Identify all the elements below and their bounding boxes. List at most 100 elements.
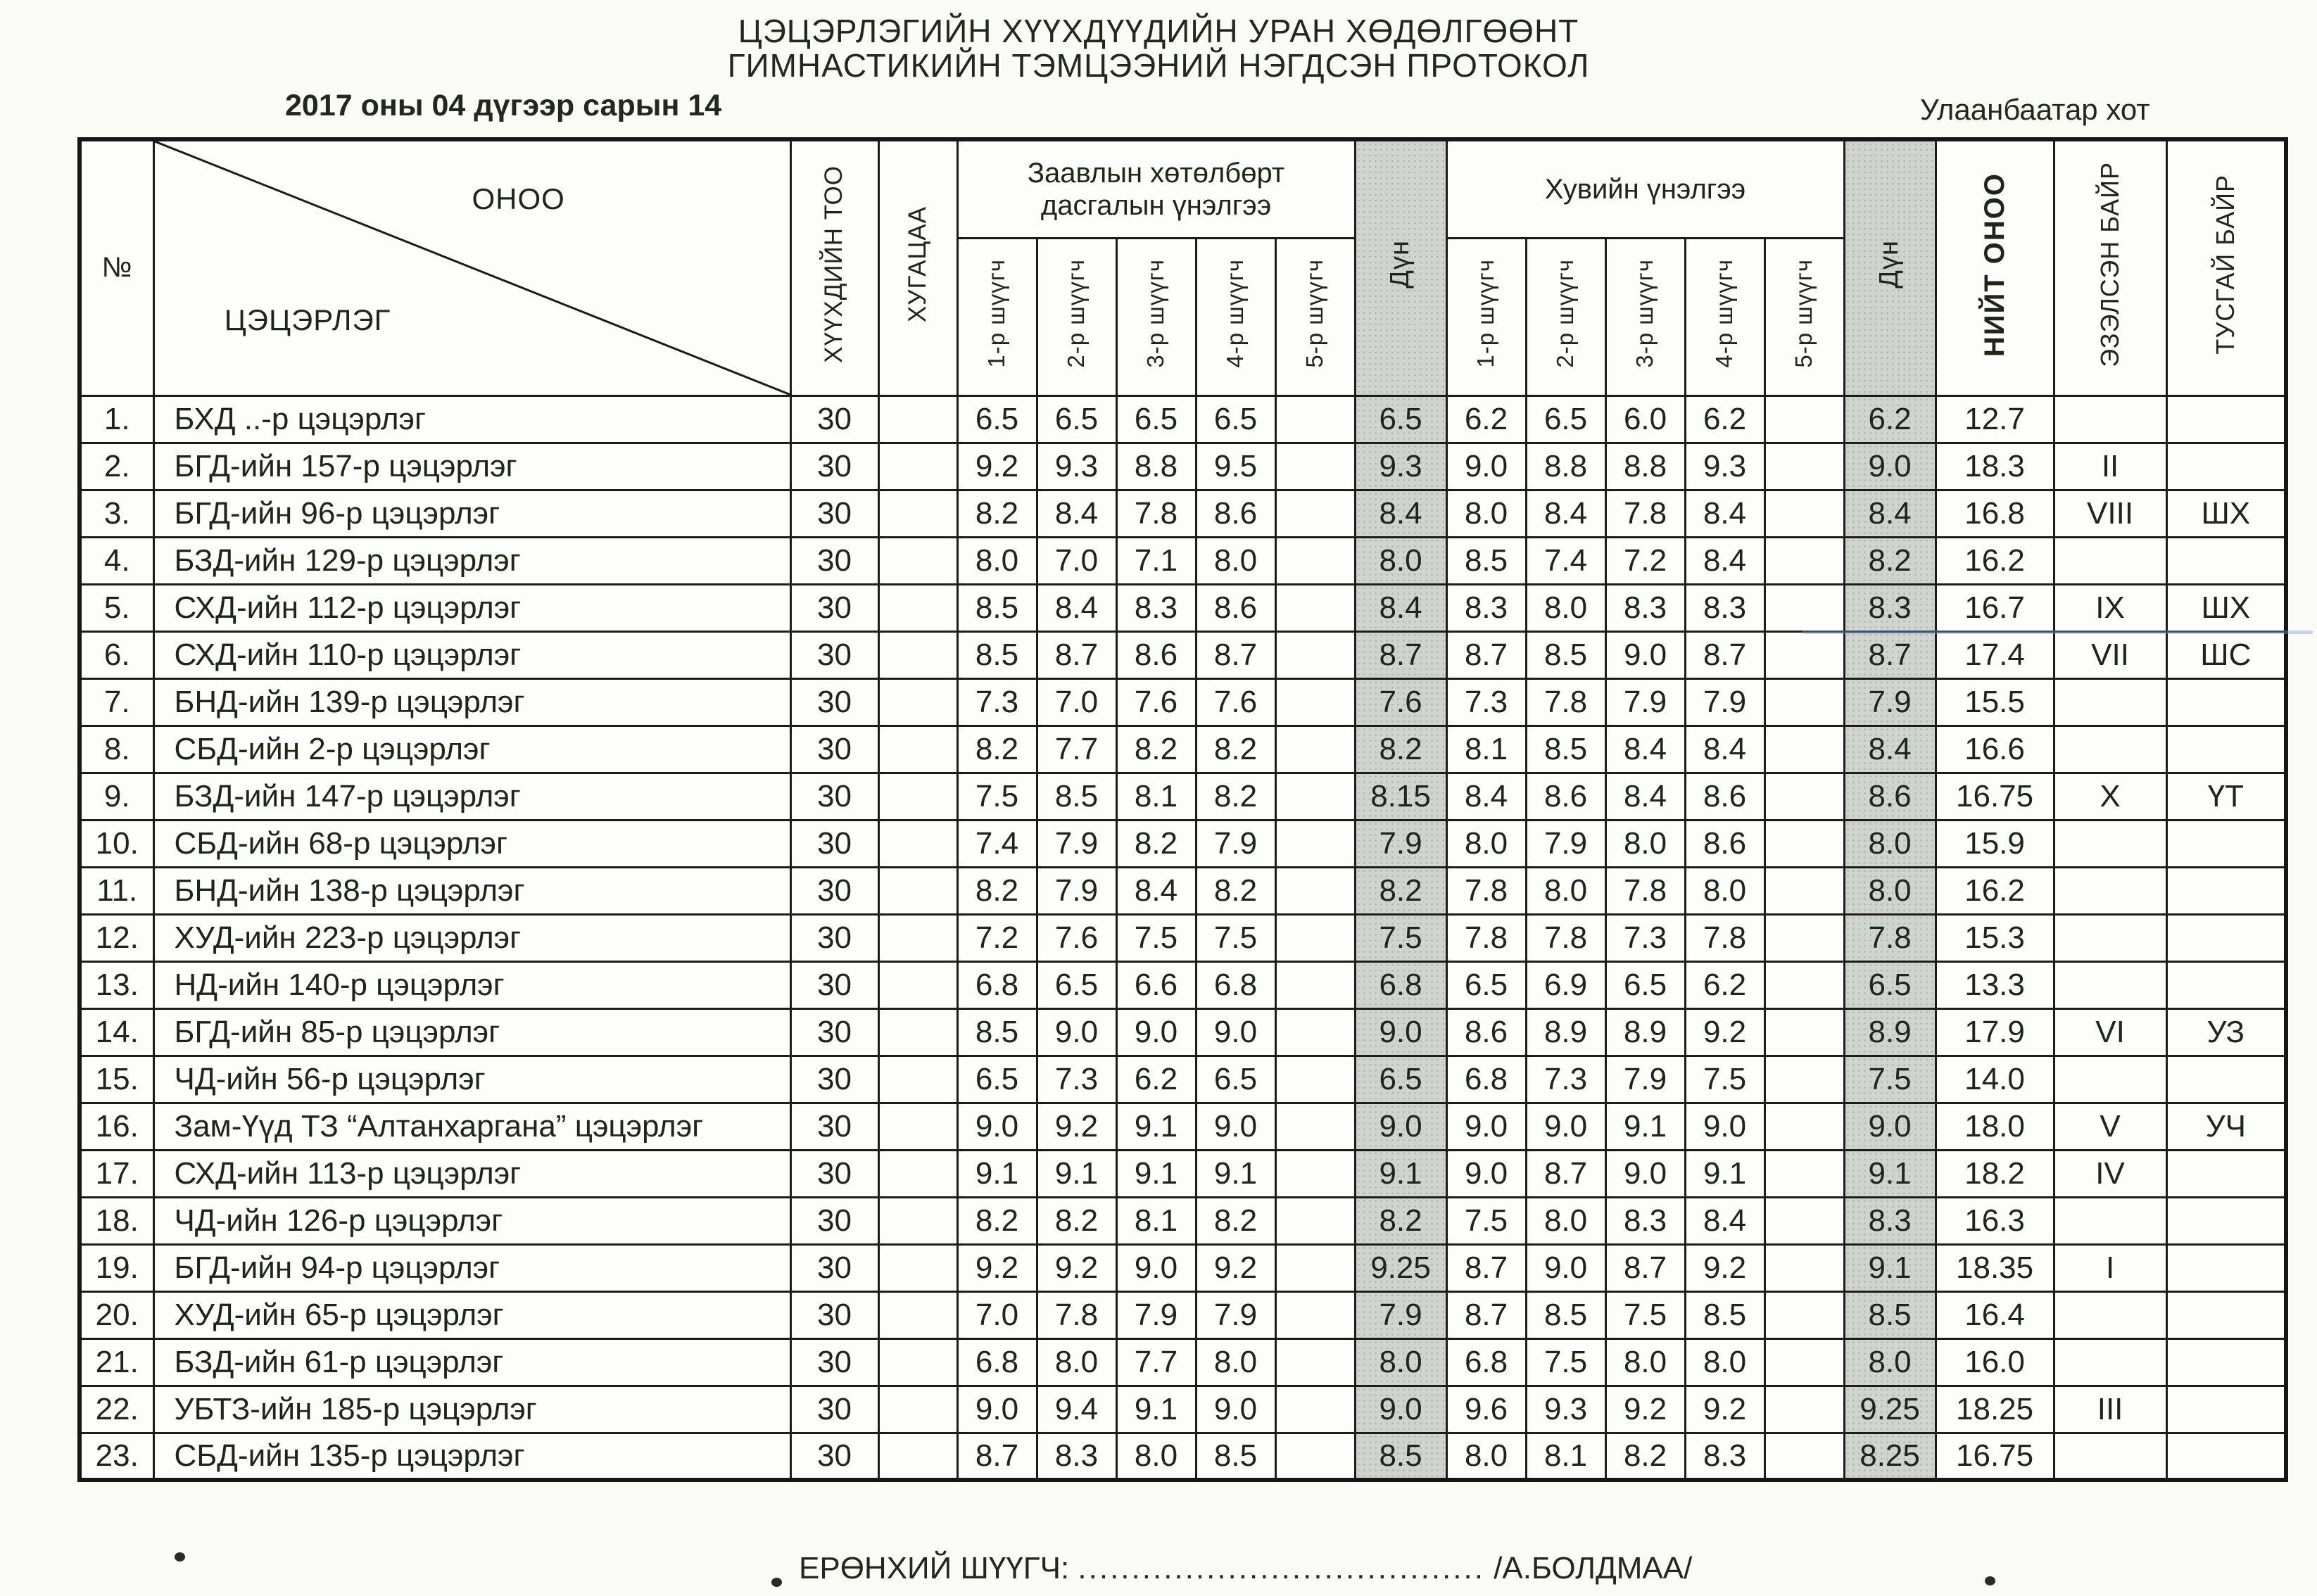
header-judge-4-compulsory: 4-р шүүгч bbox=[1194, 236, 1277, 397]
cell-compulsory-judge-1: 7.2 bbox=[956, 913, 1038, 963]
cell-compulsory-judge-4: 6.5 bbox=[1194, 1054, 1277, 1104]
cell-individual-sum: 8.0 bbox=[1843, 818, 1937, 868]
cell-place-taken: IV bbox=[2052, 1148, 2168, 1198]
header-no: № bbox=[78, 138, 155, 397]
cell-row-number: 16. bbox=[78, 1101, 155, 1151]
cell-children-count: 30 bbox=[789, 630, 880, 680]
cell-kindergarten-name: СБД-ийн 2-р цэцэрлэг bbox=[152, 724, 792, 774]
cell-compulsory-judge-1: 9.0 bbox=[956, 1101, 1038, 1151]
cell-total-score: 18.0 bbox=[1934, 1101, 2055, 1151]
cell-place-taken bbox=[2052, 536, 2168, 585]
cell-individual-judge-3: 7.5 bbox=[1604, 1290, 1686, 1340]
cell-duration bbox=[877, 960, 959, 1010]
cell-compulsory-judge-2: 9.0 bbox=[1035, 1007, 1118, 1057]
cell-place-taken bbox=[2052, 1431, 2168, 1481]
cell-individual-sum: 8.7 bbox=[1843, 630, 1937, 680]
cell-compulsory-judge-2: 8.2 bbox=[1035, 1196, 1118, 1246]
cell-individual-judge-5 bbox=[1763, 1290, 1845, 1340]
cell-compulsory-judge-4: 9.1 bbox=[1194, 1148, 1277, 1198]
cell-individual-judge-5 bbox=[1763, 818, 1845, 868]
kindergarten-diagonal-label: ЦЭЦЭРЛЭГ bbox=[224, 303, 391, 337]
protocol-table: № ОНОО ЦЭЦЭРЛЭГ ХҮҮХДИЙН ТОО ХУГАЦАА Заа… bbox=[77, 137, 2289, 1482]
cell-special-place bbox=[2165, 677, 2287, 727]
cell-compulsory-judge-1: 7.3 bbox=[956, 677, 1038, 727]
cell-total-score: 13.3 bbox=[1934, 960, 2055, 1010]
cell-compulsory-judge-2: 7.6 bbox=[1035, 913, 1118, 963]
cell-individual-judge-2: 8.5 bbox=[1524, 1290, 1607, 1340]
cell-individual-sum: 8.4 bbox=[1843, 724, 1937, 774]
cell-special-place bbox=[2165, 1243, 2287, 1293]
cell-place-taken: X bbox=[2052, 771, 2168, 821]
cell-individual-judge-3: 8.3 bbox=[1604, 583, 1686, 633]
cell-kindergarten-name: СБД-ийн 135-р цэцэрлэг bbox=[152, 1431, 792, 1481]
children-count-label: ХҮҮХДИЙН ТОО bbox=[820, 165, 848, 364]
cell-individual-judge-4: 6.2 bbox=[1684, 960, 1766, 1010]
cell-duration bbox=[877, 1384, 959, 1434]
table-row: 4. БЗД-ийн 129-р цэцэрлэг 30 8.0 7.0 7.1… bbox=[78, 536, 2287, 585]
cell-individual-judge-2: 8.4 bbox=[1524, 488, 1607, 538]
cell-compulsory-judge-2: 7.7 bbox=[1035, 724, 1118, 774]
cell-row-number: 4. bbox=[78, 536, 155, 585]
cell-compulsory-judge-1: 6.5 bbox=[956, 394, 1038, 444]
cell-compulsory-judge-3: 9.1 bbox=[1115, 1384, 1197, 1434]
cell-special-place: ШХ bbox=[2165, 583, 2287, 633]
cell-compulsory-judge-3: 7.5 bbox=[1115, 913, 1197, 963]
cell-individual-judge-3: 8.0 bbox=[1604, 1337, 1686, 1387]
judge-4-label: 4-р шүүгч bbox=[1222, 258, 1249, 368]
cell-compulsory-judge-5 bbox=[1274, 1196, 1356, 1246]
cell-individual-judge-3: 9.0 bbox=[1604, 1148, 1686, 1198]
cell-individual-judge-1: 9.0 bbox=[1445, 1148, 1527, 1198]
cell-individual-judge-5 bbox=[1763, 677, 1845, 727]
cell-compulsory-sum: 7.5 bbox=[1353, 913, 1448, 963]
cell-compulsory-judge-2: 7.9 bbox=[1035, 866, 1118, 916]
cell-individual-judge-5 bbox=[1763, 1148, 1845, 1198]
cell-row-number: 20. bbox=[78, 1290, 155, 1340]
no-label: № bbox=[101, 252, 132, 284]
cell-compulsory-judge-2: 9.1 bbox=[1035, 1148, 1118, 1198]
cell-compulsory-judge-1: 6.8 bbox=[956, 1337, 1038, 1387]
judge-5-label: 5-р шүүгч bbox=[1791, 258, 1817, 368]
cell-special-place bbox=[2165, 913, 2287, 963]
cell-special-place bbox=[2165, 1196, 2287, 1246]
cell-individual-sum: 9.1 bbox=[1843, 1148, 1937, 1198]
cell-kindergarten-name: СБД-ийн 68-р цэцэрлэг bbox=[152, 818, 792, 868]
cell-compulsory-judge-5 bbox=[1274, 1384, 1356, 1434]
header-special-place: ТУСГАЙ БАЙР bbox=[2165, 138, 2287, 397]
cell-compulsory-judge-5 bbox=[1274, 1148, 1356, 1198]
cell-compulsory-judge-5 bbox=[1274, 818, 1356, 868]
cell-kindergarten-name: ХУД-ийн 65-р цэцэрлэг bbox=[152, 1290, 792, 1340]
table-header: № ОНОО ЦЭЦЭРЛЭГ ХҮҮХДИЙН ТОО ХУГАЦАА Заа… bbox=[78, 138, 2287, 397]
cell-special-place bbox=[2165, 724, 2287, 774]
cell-compulsory-judge-5 bbox=[1274, 630, 1356, 680]
cell-duration bbox=[877, 1290, 959, 1340]
cell-compulsory-judge-4: 8.0 bbox=[1194, 536, 1277, 585]
cell-compulsory-judge-3: 8.0 bbox=[1115, 1431, 1197, 1481]
cell-individual-sum: 9.0 bbox=[1843, 1101, 1937, 1151]
header-judge-5-individual: 5-р шүүгч bbox=[1763, 236, 1845, 397]
table-row: 3. БГД-ийн 96-р цэцэрлэг 30 8.2 8.4 7.8 … bbox=[78, 488, 2287, 538]
cell-individual-judge-3: 8.0 bbox=[1604, 818, 1686, 868]
cell-compulsory-judge-5 bbox=[1274, 441, 1356, 491]
cell-children-count: 30 bbox=[789, 1101, 880, 1151]
cell-duration bbox=[877, 394, 959, 444]
cell-compulsory-judge-1: 7.4 bbox=[956, 818, 1038, 868]
judge-1-label: 1-р шүүгч bbox=[1472, 258, 1499, 368]
cell-individual-judge-3: 7.2 bbox=[1604, 536, 1686, 585]
scan-artifact-streak bbox=[1802, 631, 2313, 634]
cell-row-number: 11. bbox=[78, 866, 155, 916]
duration-label: ХУГАЦАА bbox=[903, 206, 931, 323]
cell-special-place: ШС bbox=[2165, 630, 2287, 680]
cell-compulsory-judge-3: 8.6 bbox=[1115, 630, 1197, 680]
header-judge-1-compulsory: 1-р шүүгч bbox=[956, 236, 1038, 397]
table-row: 21. БЗД-ийн 61-р цэцэрлэг 30 6.8 8.0 7.7… bbox=[78, 1337, 2287, 1387]
cell-individual-judge-2: 8.5 bbox=[1524, 724, 1607, 774]
cell-kindergarten-name: Зам-Үүд ТЗ “Алтанхаргана” цэцэрлэг bbox=[152, 1101, 792, 1151]
table-row: 20. ХУД-ийн 65-р цэцэрлэг 30 7.0 7.8 7.9… bbox=[78, 1290, 2287, 1340]
cell-compulsory-judge-5 bbox=[1274, 866, 1356, 916]
cell-individual-judge-4: 6.2 bbox=[1684, 394, 1766, 444]
cell-compulsory-sum: 8.5 bbox=[1353, 1431, 1448, 1481]
table-row: 6. СХД-ийн 110-р цэцэрлэг 30 8.5 8.7 8.6… bbox=[78, 630, 2287, 680]
cell-compulsory-judge-4: 8.5 bbox=[1194, 1431, 1277, 1481]
cell-compulsory-judge-4: 7.9 bbox=[1194, 1290, 1277, 1340]
